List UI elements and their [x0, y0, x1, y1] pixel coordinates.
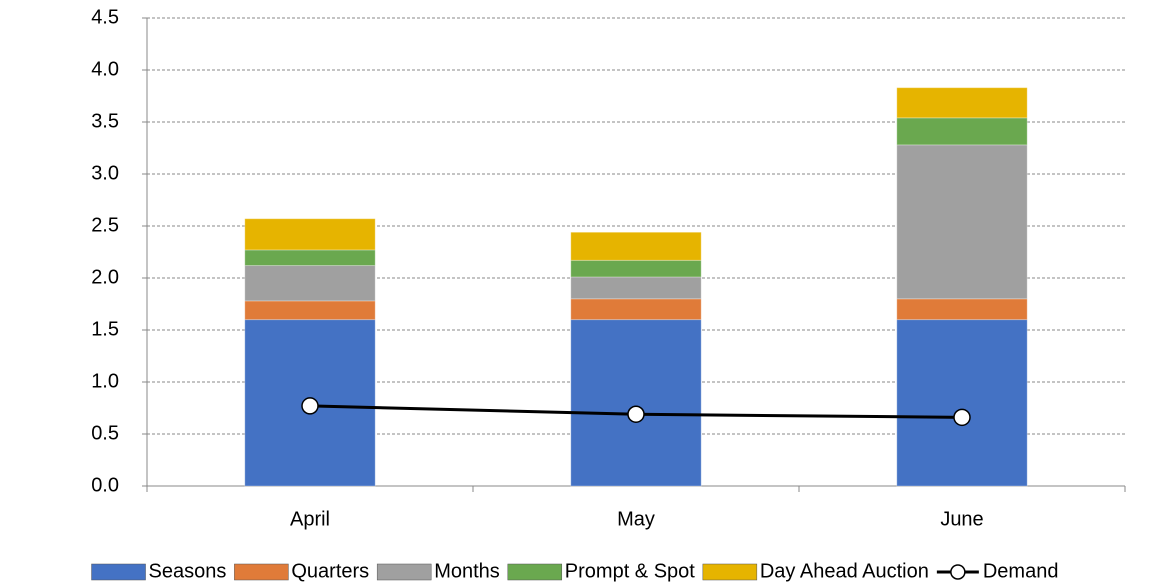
- y-tick-label: 2.0: [91, 266, 119, 288]
- x-tick-label: April: [290, 508, 330, 530]
- demand-marker: [953, 408, 971, 427]
- x-tick-label: June: [940, 508, 983, 530]
- bar-segment: [570, 298, 702, 321]
- y-tick-label: 4.5: [91, 6, 119, 28]
- legend-label: Day Ahead Auction: [760, 560, 929, 582]
- legend-swatch: [376, 563, 432, 581]
- legend-item: Prompt & Spot: [507, 560, 696, 582]
- y-tick-label: 0.5: [91, 422, 119, 444]
- legend-label: Seasons: [149, 560, 227, 582]
- y-tick-label: 3.5: [91, 110, 119, 132]
- legend-label: Months: [434, 560, 500, 582]
- bar-segment: [896, 117, 1028, 146]
- bar-segment: [896, 144, 1028, 300]
- legend-swatch: [507, 563, 563, 581]
- y-tick-label: 1.0: [91, 370, 119, 392]
- x-tick-label: May: [617, 508, 655, 530]
- bar-segment: [570, 259, 702, 278]
- legend-item: Day Ahead Auction: [702, 560, 929, 582]
- y-tick-label: 4.0: [91, 58, 119, 80]
- bar-segment: [244, 218, 376, 251]
- legend-label: Demand: [983, 560, 1059, 582]
- demand-marker: [627, 405, 645, 423]
- y-tick-label: 3.0: [91, 162, 119, 184]
- legend-swatch: [91, 563, 146, 581]
- bar-segment: [570, 319, 702, 487]
- legend-swatch: [702, 563, 758, 581]
- y-tick-label: 1.5: [91, 318, 119, 340]
- y-tick-label: 2.5: [91, 214, 119, 236]
- y-tick-label: 0.0: [91, 474, 119, 496]
- bar-segment: [896, 319, 1028, 487]
- bar-segment: [570, 231, 702, 261]
- legend-item: Seasons: [91, 560, 227, 582]
- legend-item: Demand: [936, 560, 1059, 582]
- legend-item: Months: [376, 560, 500, 582]
- bar-segment: [244, 265, 376, 302]
- demand-marker: [301, 397, 319, 415]
- legend-marker: [950, 564, 966, 580]
- legend-label: Quarters: [291, 560, 369, 582]
- legend-item: Quarters: [234, 560, 369, 582]
- legend: Seasons Quarters Months Prompt & Spot Day Ah…: [91, 560, 1059, 582]
- bar-segment: [896, 298, 1028, 321]
- legend-swatch: [234, 563, 289, 581]
- bar-segment: [244, 300, 376, 321]
- bar-segment: [896, 87, 1028, 119]
- bar-segment: [570, 276, 702, 300]
- bar-segment: [244, 249, 376, 267]
- legend-label: Prompt & Spot: [565, 560, 696, 582]
